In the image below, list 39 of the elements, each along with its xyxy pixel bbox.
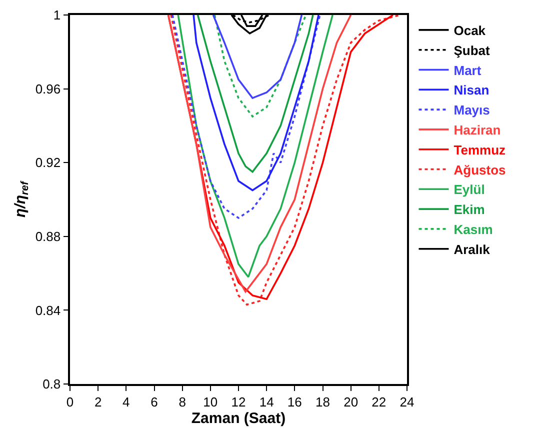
line-series <box>192 15 320 192</box>
y-tick-label: 0.84 <box>35 302 61 318</box>
x-tick-label: 12 <box>231 394 246 410</box>
legend-label: Ekim <box>454 202 485 218</box>
x-tick-label: 8 <box>178 394 186 410</box>
legend-label: Haziran <box>454 122 501 138</box>
legend-label: Temmuz <box>454 142 506 158</box>
line-series <box>172 15 321 219</box>
y-tick-label: 0.8 <box>42 376 61 392</box>
x-tick-label: 14 <box>259 394 274 410</box>
legend-label: Nisan <box>454 82 490 98</box>
legend-label: Aralık <box>454 242 491 257</box>
x-tick-label: 4 <box>122 394 130 410</box>
y-tick-label: 0.96 <box>35 81 61 96</box>
x-tick-label: 22 <box>372 394 386 410</box>
legend-label: Mayıs <box>454 102 490 118</box>
legend-label: Ağustos <box>454 162 506 178</box>
line-series <box>212 15 303 99</box>
line-series <box>167 15 352 293</box>
line-series <box>196 15 314 173</box>
legend-label: Mart <box>454 62 482 78</box>
x-tick-label: 0 <box>66 394 74 410</box>
legend-label: Şubat <box>454 42 491 58</box>
x-tick-label: 10 <box>203 394 218 410</box>
legend-label: Kasım <box>454 222 493 238</box>
legend-label: Eylül <box>454 182 485 198</box>
x-tick-label: 24 <box>400 394 414 410</box>
x-tick-label: 20 <box>344 394 358 410</box>
x-axis-title: Zaman (Saat) <box>191 410 286 427</box>
line-series <box>214 15 307 118</box>
y-tick-label: 0.88 <box>35 228 61 244</box>
y-tick-label: 0.92 <box>35 155 61 170</box>
x-tick-label: 18 <box>316 394 330 410</box>
line-series <box>177 15 334 278</box>
x-tick-label: 2 <box>94 394 102 410</box>
x-tick-label: 6 <box>150 394 158 410</box>
x-tick-label: 16 <box>287 394 302 410</box>
y-tick-label: 1 <box>53 8 61 23</box>
legend-label: Ocak <box>454 23 486 38</box>
